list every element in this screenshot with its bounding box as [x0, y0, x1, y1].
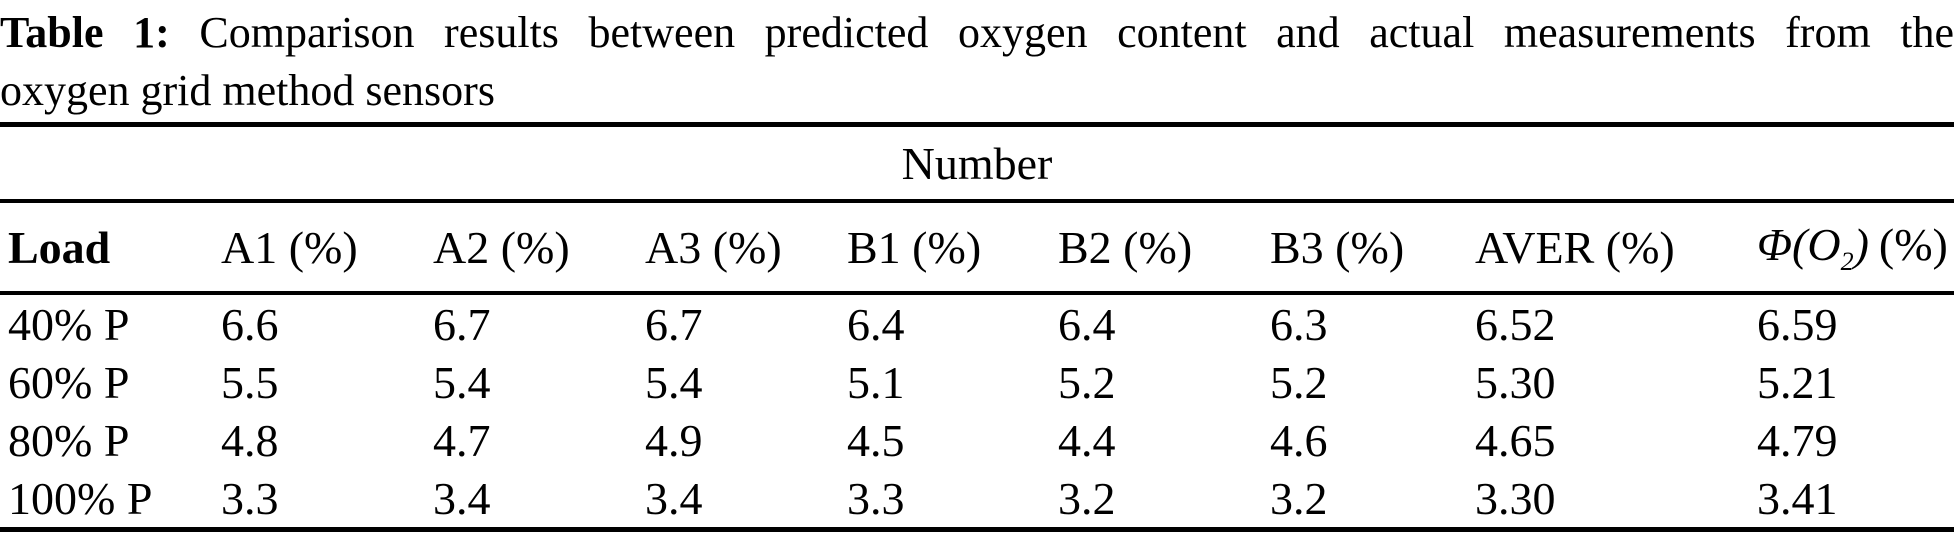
- table-caption-line-2: oxygen grid method sensors: [0, 62, 1954, 120]
- cell-b1: 5.1: [847, 356, 905, 408]
- cell-a1: 6.6: [221, 298, 279, 350]
- cell-phi-o2: 4.79: [1757, 414, 1838, 466]
- table-caption-text-1: Comparison results between predicted oxy…: [199, 8, 1954, 57]
- cell-phi-o2: 3.41: [1757, 472, 1838, 524]
- row-label: 80% P: [8, 414, 130, 466]
- table-row-80p: 80% P 4.8 4.7 4.9 4.5 4.4 4.6 4.65 4.79: [0, 411, 1954, 469]
- cell-b2: 6.4: [1058, 298, 1116, 350]
- table-row-40p: 40% P 6.6 6.7 6.7 6.4 6.4 6.3 6.52 6.59: [0, 293, 1954, 353]
- cell-b2: 3.2: [1058, 472, 1116, 524]
- column-header-aver: AVER (%): [1467, 201, 1749, 295]
- cell-a2: 5.4: [433, 356, 491, 408]
- cell-a3: 6.7: [645, 298, 703, 350]
- table-caption: Table 1: Comparison results between pred…: [0, 0, 1954, 120]
- column-header-b1: B1 (%): [839, 201, 1050, 295]
- cell-b3: 3.2: [1270, 472, 1328, 524]
- cell-b3: 5.2: [1270, 356, 1328, 408]
- column-header-a1: A1 (%): [213, 201, 425, 295]
- column-header-b3: B3 (%): [1262, 201, 1467, 295]
- table-row-100p: 100% P 3.3 3.4 3.4 3.3 3.2 3.2 3.30 3.41: [0, 469, 1954, 530]
- phi-symbol: Φ(O: [1757, 218, 1841, 270]
- cell-a2: 3.4: [433, 472, 491, 524]
- cell-b2: 4.4: [1058, 414, 1116, 466]
- spanner-header-number: Number: [0, 124, 1954, 203]
- comparison-table: Number Load A1 (%) A2 (%) A3 (%) B1 (%) …: [0, 122, 1954, 532]
- column-header-phi-o2: Φ(O2) (%): [1749, 201, 1954, 295]
- cell-b1: 4.5: [847, 414, 905, 466]
- cell-a3: 5.4: [645, 356, 703, 408]
- cell-b3: 4.6: [1270, 414, 1328, 466]
- table-caption-label: Table 1:: [0, 8, 170, 57]
- cell-b1: 6.4: [847, 298, 905, 350]
- phi-close-paren: ): [1853, 218, 1869, 270]
- cell-a2: 4.7: [433, 414, 491, 466]
- column-header-b2: B2 (%): [1050, 201, 1262, 295]
- column-header-row: Load A1 (%) A2 (%) A3 (%) B1 (%) B2 (%) …: [0, 201, 1954, 295]
- cell-aver: 6.52: [1475, 298, 1556, 350]
- row-label: 60% P: [8, 356, 130, 408]
- cell-a2: 6.7: [433, 298, 491, 350]
- cell-a3: 4.9: [645, 414, 703, 466]
- cell-a1: 4.8: [221, 414, 279, 466]
- phi-unit: (%): [1878, 218, 1948, 270]
- column-header-load: Load: [0, 201, 213, 295]
- cell-aver: 3.30: [1475, 472, 1556, 524]
- phi-subscript: 2: [1840, 246, 1854, 276]
- table-row-60p: 60% P 5.5 5.4 5.4 5.1 5.2 5.2 5.30 5.21: [0, 353, 1954, 411]
- cell-a1: 3.3: [221, 472, 279, 524]
- cell-b2: 5.2: [1058, 356, 1116, 408]
- cell-aver: 5.30: [1475, 356, 1556, 408]
- table-caption-text-2: oxygen grid method sensors: [0, 66, 495, 115]
- spanner-row: Number: [0, 124, 1954, 203]
- cell-phi-o2: 6.59: [1757, 298, 1838, 350]
- row-label: 40% P: [8, 298, 130, 350]
- column-header-a2: A2 (%): [425, 201, 637, 295]
- cell-aver: 4.65: [1475, 414, 1556, 466]
- table-caption-line-1: Table 1: Comparison results between pred…: [0, 4, 1954, 62]
- row-label: 100% P: [8, 472, 153, 524]
- cell-b1: 3.3: [847, 472, 905, 524]
- column-header-a3: A3 (%): [637, 201, 839, 295]
- cell-phi-o2: 5.21: [1757, 356, 1838, 408]
- cell-b3: 6.3: [1270, 298, 1328, 350]
- cell-a1: 5.5: [221, 356, 279, 408]
- cell-a3: 3.4: [645, 472, 703, 524]
